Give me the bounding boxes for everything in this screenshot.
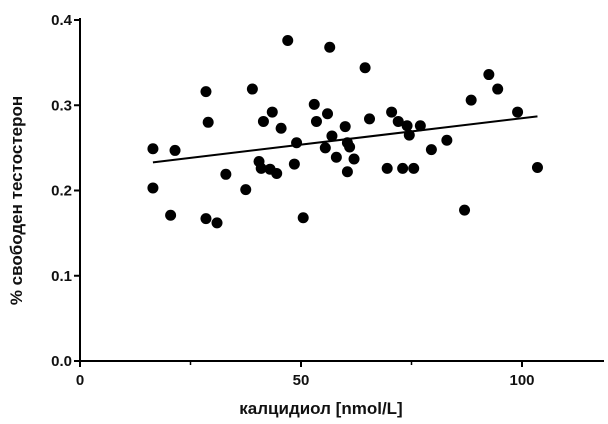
data-point	[403, 129, 415, 141]
data-point	[324, 41, 336, 53]
y-tick-label: 0.1	[51, 268, 72, 285]
data-point	[401, 120, 413, 132]
data-point	[297, 212, 309, 224]
data-point	[392, 115, 404, 127]
data-point	[282, 34, 294, 46]
data-point	[459, 204, 471, 216]
data-point	[319, 142, 331, 154]
data-point	[165, 209, 177, 221]
data-point	[147, 182, 159, 194]
data-point	[246, 83, 258, 95]
data-points	[147, 34, 543, 229]
x-axis-title: калцидиол [nmol/L]	[239, 399, 402, 418]
data-point	[200, 213, 212, 225]
data-point	[288, 158, 300, 170]
data-point	[359, 62, 371, 74]
data-point	[255, 162, 267, 174]
data-point	[344, 141, 356, 153]
data-point	[425, 144, 437, 156]
data-point	[364, 113, 376, 125]
data-point	[414, 120, 426, 132]
data-point	[240, 184, 252, 196]
x-axis-ticks: 0 50 100	[76, 361, 535, 389]
y-axis-title: % свободен тестостерон	[7, 96, 26, 305]
data-point	[271, 167, 283, 179]
data-point	[308, 98, 320, 110]
y-tick-label: 0.2	[51, 183, 72, 200]
data-point	[291, 137, 303, 149]
data-point	[326, 130, 338, 142]
data-point	[386, 106, 398, 118]
data-point	[465, 94, 477, 106]
x-tick-label: 0	[76, 372, 84, 389]
data-point	[483, 69, 495, 81]
data-point	[441, 134, 453, 146]
data-point	[397, 162, 409, 174]
axes	[79, 18, 604, 362]
data-point	[202, 116, 214, 128]
data-point	[211, 217, 223, 229]
y-axis-ticks: 0.0 0.1 0.2 0.3 0.4	[51, 12, 80, 370]
data-point	[322, 108, 334, 120]
data-point	[512, 106, 524, 118]
data-point	[257, 115, 269, 127]
data-point	[310, 115, 322, 127]
x-tick-label: 100	[509, 372, 534, 389]
data-point	[348, 153, 360, 165]
data-point	[220, 168, 232, 180]
data-point	[200, 86, 212, 98]
data-point	[169, 144, 181, 156]
data-point	[266, 106, 278, 118]
data-point	[339, 121, 351, 133]
y-tick-label: 0.4	[51, 12, 73, 29]
data-point	[492, 83, 504, 95]
data-point	[275, 122, 287, 134]
data-point	[531, 161, 543, 173]
x-tick-label: 50	[293, 372, 310, 389]
y-tick-label: 0.0	[51, 353, 72, 370]
data-point	[330, 151, 342, 163]
data-point	[381, 162, 393, 174]
data-point	[341, 166, 353, 178]
data-point	[147, 143, 159, 155]
data-point	[408, 162, 420, 174]
y-tick-label: 0.3	[51, 97, 72, 114]
